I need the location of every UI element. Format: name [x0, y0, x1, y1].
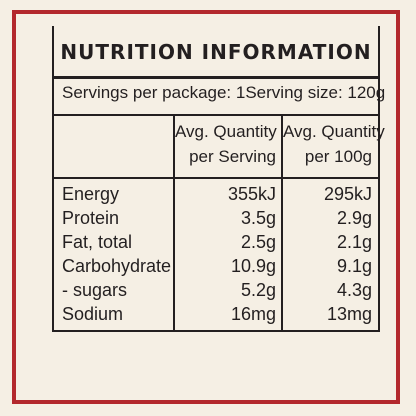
nutrient-row-energy: Energy 355kJ 295kJ — [54, 182, 378, 206]
value-per-100g: 4.3g — [336, 280, 372, 300]
column-divider-left — [173, 114, 175, 330]
bottom-divider — [54, 330, 378, 332]
red-border-frame: NUTRITION INFORMATION Servings per packa… — [12, 10, 400, 404]
column-divider-right — [281, 114, 283, 330]
serving-info: Servings per package: 1 Serving size: 12… — [62, 83, 385, 103]
value-per-serving: 355kJ — [227, 184, 276, 204]
nutrient-name: Fat, total — [62, 232, 133, 252]
nutrient-name: Carbohydrate — [62, 256, 172, 276]
value-per-serving: 3.5g — [240, 208, 276, 228]
value-per-serving: 5.2g — [240, 280, 276, 300]
header-divider — [54, 177, 378, 179]
nutrient-row-protein: Protein 3.5g 2.9g — [54, 206, 378, 230]
value-per-100g: 9.1g — [336, 256, 372, 276]
column-header-per-100g-line1: Avg. Quantity — [283, 122, 385, 141]
panel-title: NUTRITION INFORMATION — [60, 40, 372, 64]
column-header-per-100g: Avg. Quantity per 100g — [283, 119, 385, 169]
value-per-serving: 16mg — [230, 304, 276, 324]
column-header-per-100g-line2: per 100g — [304, 147, 372, 166]
nutrient-name: Energy — [62, 184, 120, 204]
value-per-100g: 295kJ — [323, 184, 372, 204]
nutrient-row-sodium: Sodium 16mg 13mg — [54, 302, 378, 326]
value-per-serving: 2.5g — [240, 232, 276, 252]
value-per-100g: 2.1g — [336, 232, 372, 252]
nutrient-row-fat-total: Fat, total 2.5g 2.1g — [54, 230, 378, 254]
nutrient-name: Sodium — [62, 304, 124, 324]
nutrient-name: - sugars — [62, 280, 128, 300]
serving-divider — [54, 114, 378, 116]
column-header-per-serving-line1: Avg. Quantity — [175, 122, 277, 141]
servings-per-package: Servings per package: 1 — [62, 83, 246, 102]
title-divider — [54, 76, 378, 79]
value-per-100g: 13mg — [326, 304, 372, 324]
nutrient-row-sugars: - sugars 5.2g 4.3g — [54, 278, 378, 302]
nutrient-row-carbohydrate: Carbohydrate 10.9g 9.1g — [54, 254, 378, 278]
serving-size: Serving size: 120g — [245, 83, 386, 102]
column-header-per-serving: Avg. Quantity per Serving — [175, 119, 277, 169]
value-per-serving: 10.9g — [230, 256, 276, 276]
value-per-100g: 2.9g — [336, 208, 372, 228]
nutrition-panel: NUTRITION INFORMATION Servings per packa… — [52, 26, 385, 332]
nutrient-name: Protein — [62, 208, 120, 228]
column-header-per-serving-line2: per Serving — [189, 147, 276, 166]
